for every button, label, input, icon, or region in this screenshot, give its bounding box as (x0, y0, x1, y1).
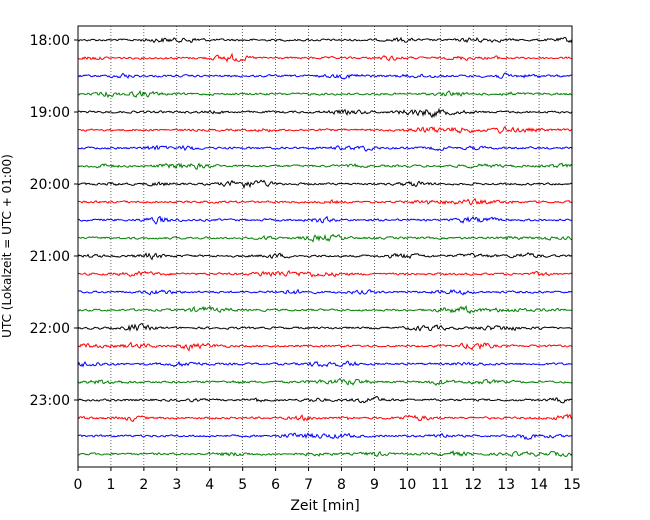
trace-line (77, 144, 573, 152)
trace-line (77, 432, 573, 441)
trace-lines (77, 36, 573, 458)
trace-line (77, 413, 573, 423)
trace-line (77, 360, 573, 368)
x-tick-label: 1 (106, 477, 115, 493)
trace-line (77, 377, 573, 387)
trace-line (77, 233, 573, 243)
x-tick-label: 2 (139, 477, 148, 493)
trace-line (77, 396, 573, 404)
trace-line (77, 322, 573, 332)
x-tick-label: 7 (304, 477, 313, 493)
y-tick-label: 18:00 (30, 33, 70, 49)
x-tick-label: 5 (238, 477, 247, 493)
trace-line (77, 36, 573, 44)
x-tick-label: 6 (271, 477, 280, 493)
x-tick-label: 9 (370, 477, 379, 493)
y-tick-label: 20:00 (30, 177, 70, 193)
x-axis: 0 1 2 3 4 5 6 7 8 9 10 11 12 13 14 15 (74, 467, 581, 493)
x-tick-label: 11 (431, 477, 449, 493)
trace-line (77, 215, 573, 225)
trace-line (77, 89, 573, 98)
x-tick-label: 10 (398, 477, 416, 493)
x-tick-label: 13 (497, 477, 515, 493)
trace-line (77, 252, 573, 261)
y-axis: 18:00 19:00 20:00 21:00 22:00 23:00 (30, 33, 78, 409)
trace-line (77, 305, 573, 315)
trace-line (77, 197, 573, 206)
x-tick-label: 14 (530, 477, 548, 493)
x-tick-label: 0 (74, 477, 83, 493)
x-axis-label: Zeit [min] (290, 498, 359, 514)
trace-line (77, 179, 573, 190)
plot-frame (77, 25, 573, 468)
trace-line (77, 107, 573, 119)
trace-line (77, 269, 573, 278)
x-tick-label: 15 (563, 477, 581, 493)
x-tick-label: 3 (172, 477, 181, 493)
y-tick-label: 23:00 (30, 393, 70, 409)
y-tick-label: 19:00 (30, 105, 70, 121)
trace-line (77, 162, 573, 171)
y-tick-label: 21:00 (30, 249, 70, 265)
trace-line (77, 449, 573, 458)
trace-line (77, 125, 573, 135)
vertical-grid (110, 26, 540, 467)
x-tick-label: 4 (205, 477, 214, 493)
y-tick-label: 22:00 (30, 321, 70, 337)
x-tick-label: 8 (337, 477, 346, 493)
trace-line (77, 72, 573, 80)
trace-line (77, 288, 573, 296)
x-tick-label: 12 (464, 477, 482, 493)
y-axis-label: UTC (Lokalzeit = UTC + 01:00) (0, 154, 14, 338)
trace-line (77, 341, 573, 352)
trace-line (77, 52, 573, 63)
